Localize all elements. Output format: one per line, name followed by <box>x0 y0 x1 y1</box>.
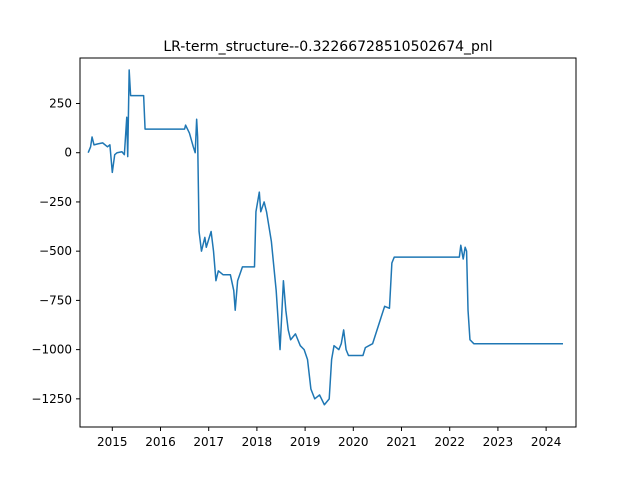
y-tick-label: −1250 <box>31 392 72 406</box>
y-tick-label: 0 <box>64 146 72 160</box>
y-axis: 250 0 −250 −500 −750 −1000 −1250 <box>31 96 80 406</box>
x-tick-label: 2019 <box>290 435 321 449</box>
x-tick-label: 2021 <box>386 435 417 449</box>
x-tick-label: 2016 <box>145 435 176 449</box>
y-tick-label: −250 <box>39 195 72 209</box>
x-tick-label: 2017 <box>193 435 224 449</box>
y-tick-label: −750 <box>39 293 72 307</box>
x-tick-label: 2018 <box>242 435 273 449</box>
axes-frame <box>79 57 577 428</box>
y-tick-label: −500 <box>39 244 72 258</box>
x-tick-label: 2023 <box>483 435 514 449</box>
chart-title: LR-term_structure--0.32266728510502674_p… <box>163 39 492 55</box>
x-tick-label: 2024 <box>531 435 562 449</box>
x-tick-label: 2022 <box>434 435 465 449</box>
plot-area <box>87 69 563 406</box>
y-tick-label: 250 <box>49 96 72 110</box>
y-tick-label: −1000 <box>31 343 72 357</box>
x-tick-label: 2020 <box>338 435 369 449</box>
x-tick-label: 2015 <box>97 435 128 449</box>
pnl-series-line <box>87 69 563 406</box>
x-axis: 2015 2016 2017 2018 2019 2020 2021 2022 2023 2024 <box>97 427 561 449</box>
